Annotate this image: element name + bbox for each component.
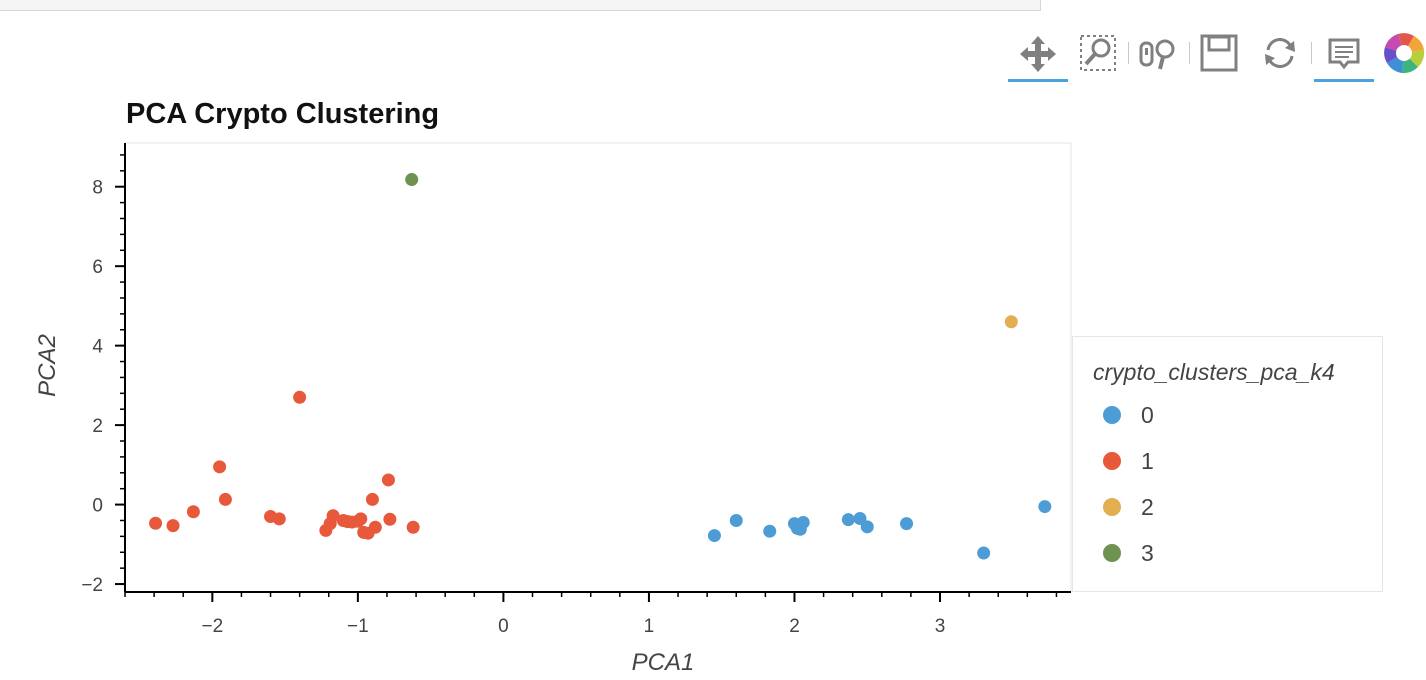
- y-tick-label: 8: [92, 178, 103, 199]
- y-tick-label: 0: [92, 496, 103, 517]
- data-point-cluster-1[interactable]: [406, 520, 420, 534]
- bokeh-logo-icon: [1384, 33, 1425, 74]
- legend-label: 1: [1141, 447, 1154, 474]
- data-point-cluster-0[interactable]: [707, 529, 721, 543]
- legend-item-1[interactable]: 1: [1103, 446, 1154, 476]
- toolbar-divider: [1311, 42, 1312, 64]
- data-point-cluster-1[interactable]: [368, 520, 382, 534]
- plot-toolbar: [1006, 28, 1426, 84]
- data-point-cluster-0[interactable]: [900, 517, 914, 531]
- move-icon: [1020, 35, 1056, 72]
- legend-swatch: [1103, 452, 1121, 470]
- data-point-cluster-0[interactable]: [1038, 500, 1052, 514]
- legend-item-2[interactable]: 2: [1103, 492, 1154, 522]
- box-zoom-tool[interactable]: [1068, 28, 1128, 78]
- data-point-cluster-0[interactable]: [860, 520, 874, 534]
- save-icon: [1200, 34, 1238, 72]
- notebook-output-bar: [0, 0, 1041, 11]
- data-point-cluster-0[interactable]: [796, 515, 810, 529]
- data-point-cluster-1[interactable]: [326, 509, 340, 523]
- legend-swatch: [1103, 406, 1121, 424]
- data-point-cluster-1[interactable]: [354, 512, 368, 526]
- wheel-zoom-icon: [1139, 39, 1175, 70]
- data-point-cluster-2[interactable]: [1004, 315, 1018, 329]
- legend-title: crypto_clusters_pca_k4: [1093, 359, 1335, 385]
- chart-title: PCA Crypto Clustering: [126, 98, 440, 130]
- x-tick-label: 1: [644, 616, 655, 637]
- x-tick-label: −1: [347, 616, 369, 637]
- x-tick-label: −2: [201, 616, 223, 637]
- data-point-cluster-0[interactable]: [841, 513, 855, 527]
- toolbar-divider: [1128, 42, 1129, 64]
- data-point-cluster-0[interactable]: [729, 513, 743, 527]
- data-point-cluster-0[interactable]: [977, 546, 991, 560]
- x-tick-label: 2: [789, 616, 800, 637]
- legend-label: 2: [1141, 493, 1154, 520]
- y-axis-label: PCA2: [34, 334, 61, 397]
- pan-tool[interactable]: [1008, 28, 1068, 82]
- y-tick-label: −2: [81, 575, 103, 596]
- data-point-cluster-1[interactable]: [166, 519, 180, 533]
- data-point-cluster-1[interactable]: [186, 505, 200, 519]
- data-point-cluster-1[interactable]: [293, 390, 307, 404]
- data-point-cluster-1[interactable]: [218, 492, 232, 506]
- x-tick-label: 3: [935, 616, 946, 637]
- data-point-cluster-1[interactable]: [272, 512, 286, 526]
- x-tick-label: 0: [498, 616, 509, 637]
- toolbar-divider: [1189, 42, 1190, 64]
- bokeh-logo[interactable]: [1374, 28, 1426, 78]
- data-point-cluster-0[interactable]: [763, 524, 777, 538]
- legend-item-3[interactable]: 3: [1103, 538, 1154, 568]
- data-point-cluster-1[interactable]: [381, 473, 395, 487]
- hover-icon: [1328, 38, 1360, 69]
- legend-label: 0: [1141, 401, 1154, 428]
- y-tick-label: 4: [92, 337, 103, 358]
- save-tool[interactable]: [1189, 28, 1249, 78]
- data-point-cluster-3[interactable]: [405, 173, 419, 187]
- legend: crypto_clusters_pca_k4 0 1 2 3: [1072, 336, 1383, 592]
- reset-icon: [1265, 38, 1295, 68]
- x-axis-label: PCA1: [632, 649, 695, 676]
- wheel-zoom-tool[interactable]: [1128, 28, 1188, 78]
- legend-swatch: [1103, 544, 1121, 562]
- legend-label: 3: [1141, 539, 1154, 566]
- legend-swatch: [1103, 498, 1121, 516]
- y-tick-label: 2: [92, 416, 103, 437]
- box-zoom-icon: [1080, 35, 1116, 71]
- reset-tool[interactable]: [1250, 28, 1310, 78]
- data-point-cluster-1[interactable]: [365, 492, 379, 506]
- plot-frame: [124, 142, 1072, 593]
- data-point-cluster-1[interactable]: [213, 460, 227, 474]
- data-point-cluster-1[interactable]: [383, 512, 397, 526]
- data-point-cluster-1[interactable]: [149, 516, 163, 530]
- legend-item-0[interactable]: 0: [1103, 400, 1154, 430]
- hover-tool[interactable]: [1314, 28, 1374, 82]
- y-tick-label: 6: [92, 257, 103, 278]
